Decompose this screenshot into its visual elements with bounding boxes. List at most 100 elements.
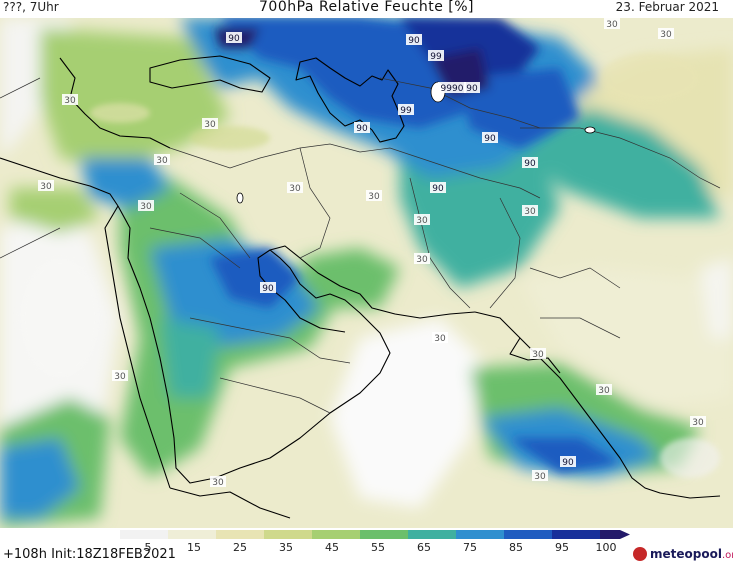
india-gujarat — [509, 337, 561, 374]
black-sea-coast — [149, 55, 271, 93]
contour-label-bg — [596, 384, 612, 395]
contour-label: 30 — [534, 472, 546, 482]
contour-label: 30 — [524, 207, 536, 217]
contour-label-bg — [464, 82, 480, 93]
contour-label-bg — [260, 282, 276, 293]
colorbar-segment — [456, 530, 504, 539]
colorbar-tick-label: 25 — [233, 541, 247, 554]
colorbar-tick-label: 65 — [417, 541, 431, 554]
contour-label: 99 — [400, 106, 412, 116]
contour-label-bg — [530, 348, 546, 359]
contour-label: 30 — [532, 350, 544, 360]
contour-label: 30 — [204, 120, 216, 130]
contour-label-bg — [522, 157, 538, 168]
contour-label: 90 — [228, 34, 240, 44]
contour-label-bg — [62, 94, 78, 105]
contour-label-bg — [398, 104, 414, 115]
colorbar-tick-label: 45 — [325, 541, 339, 554]
init-time-label: +108h Init:18Z18FEB2021 — [3, 547, 176, 562]
colorbar-segment — [120, 530, 168, 539]
contour-label-bg — [366, 190, 382, 201]
forecast-time-label: ???, 7Uhr — [3, 0, 59, 14]
contour-label-bg — [482, 132, 498, 143]
arabia-coast — [117, 205, 391, 484]
contour-label: 30 — [289, 184, 301, 194]
colorbar-segment — [216, 530, 264, 539]
colorbar-segment — [264, 530, 312, 539]
logo-main: meteopool — [650, 547, 722, 561]
contour-label: 99 — [430, 52, 442, 62]
contour-label-bg — [430, 182, 446, 193]
contour-label: 30 — [156, 156, 168, 166]
contour-labels: 30 30 30 30 30 30 30 30 30 30 30 30 30 30 30 30 30 30 30 90… — [38, 18, 706, 488]
meteopool-logo[interactable]: meteopool.org — [650, 547, 733, 561]
contour-label-bg — [210, 476, 226, 487]
contour-label: 30 — [598, 386, 610, 396]
colorbar-tick-label: 55 — [371, 541, 385, 554]
med-coast — [0, 157, 119, 207]
contour-label-bg — [432, 332, 448, 343]
colorbar-segment — [312, 530, 360, 539]
colorbar-segment — [360, 530, 408, 539]
africa-horn — [169, 487, 291, 519]
colorbar-tick-label: 100 — [595, 541, 617, 554]
colorbar-segment — [504, 530, 552, 539]
contour-label: 30 — [368, 192, 380, 202]
contour-label-bg — [226, 32, 242, 43]
colorbar-tick-label: 5 — [144, 541, 152, 554]
colorbar-segment — [600, 530, 620, 539]
contour-label: 90 — [356, 124, 368, 134]
humidity-detail — [20, 53, 720, 478]
persian-gulf-coast — [269, 245, 476, 319]
colorbar-tick-label: 35 — [279, 541, 293, 554]
meteopool-logo-icon[interactable] — [633, 547, 647, 561]
contour-label: 30 — [660, 30, 672, 40]
contour-label: 90 — [484, 134, 496, 144]
contour-label: 30 — [212, 478, 224, 488]
contour-label: 90 — [408, 36, 420, 46]
humidity-map: 30 30 30 30 30 30 30 30 30 30 30 30 30 30 30 30 30 30 30 90… — [0, 18, 733, 528]
colorbar-tick-label: 95 — [555, 541, 569, 554]
contour-label: 30 — [434, 334, 446, 344]
caspian-sea-outline — [295, 57, 405, 143]
contour-label-bg — [202, 118, 218, 129]
contour-label-bg — [560, 456, 576, 467]
contour-label: 90 — [562, 458, 574, 468]
colorbar-arrow — [620, 530, 630, 539]
coastlines — [0, 55, 721, 519]
contour-label: 30 — [416, 255, 428, 265]
contour-label-bg — [438, 82, 466, 93]
aegean-coast — [59, 57, 171, 149]
colorbar-segment — [408, 530, 456, 539]
header: ???, 7Uhr 700hPa Relative Feuchte [%] 23… — [0, 0, 733, 18]
colorbar — [120, 530, 630, 539]
contour-label-bg — [154, 154, 170, 165]
contour-label: 30 — [692, 418, 704, 428]
colorbar-tick-label: 85 — [509, 541, 523, 554]
contour-label: 30 — [114, 372, 126, 382]
contour-label-bg — [138, 200, 154, 211]
contour-label-bg — [414, 214, 430, 225]
contour-label-bg — [287, 182, 303, 193]
contour-label-bg — [522, 205, 538, 216]
contour-label: 30 — [416, 216, 428, 226]
contour-label-bg — [406, 34, 422, 45]
contour-label-bg — [532, 470, 548, 481]
contour-label-bg — [414, 253, 430, 264]
contour-label-bg — [38, 180, 54, 191]
contour-label-bg — [428, 50, 444, 61]
contour-label: 30 — [40, 182, 52, 192]
country-borders — [0, 77, 721, 414]
contour-label: 9990 — [441, 84, 464, 94]
contour-label-bg — [690, 416, 706, 427]
colorbar-tick-label: 75 — [463, 541, 477, 554]
red-sea-west-coast — [104, 205, 171, 489]
colorbar-segment — [552, 530, 600, 539]
forecast-date: 23. Februar 2021 — [615, 0, 719, 14]
contour-label: 30 — [140, 202, 152, 212]
colorbar-tick-label: 15 — [187, 541, 201, 554]
contour-label: 90 — [432, 184, 444, 194]
contour-label: 90 — [262, 284, 274, 294]
contour-label: 30 — [64, 96, 76, 106]
contour-label-bg — [112, 370, 128, 381]
